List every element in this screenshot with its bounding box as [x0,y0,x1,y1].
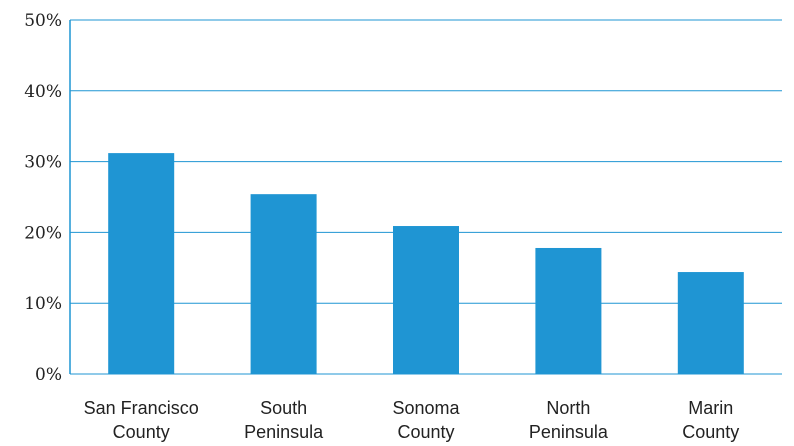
bar-0 [108,153,175,374]
bar-1 [250,194,317,374]
x-category-label: North Peninsula [529,398,609,442]
y-tick-label: 0% [35,365,62,385]
bars [108,153,744,374]
x-category-label: Marin County [682,398,739,442]
x-category-label: South Peninsula [244,398,324,442]
bar-3 [535,247,602,374]
y-tick-label: 40% [24,82,62,102]
y-tick-label: 20% [24,223,62,243]
bar-4 [677,272,744,374]
y-tick-label: 50% [24,11,62,31]
x-category-label: San Francisco County [84,398,199,442]
y-tick-label: 30% [24,153,62,173]
bar-2 [393,226,459,374]
x-category-label: Sonoma County [392,398,460,442]
y-tick-label: 10% [24,294,62,314]
y-axis-ticks: 0% 10% 20% 30% 40% 50% [24,11,62,385]
x-axis-labels: San Francisco County South Peninsula Sonoma C… [84,398,740,442]
